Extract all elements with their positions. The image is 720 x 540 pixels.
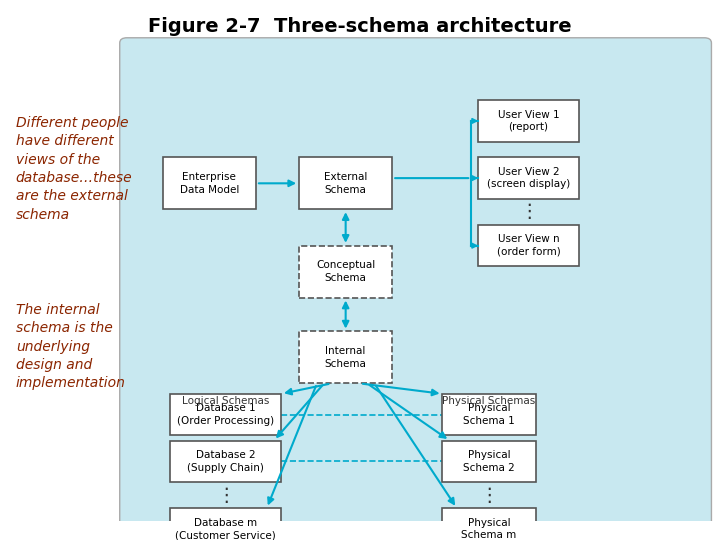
- Text: Database 2
(Supply Chain): Database 2 (Supply Chain): [187, 450, 264, 472]
- FancyBboxPatch shape: [478, 100, 579, 141]
- FancyBboxPatch shape: [299, 157, 392, 210]
- FancyBboxPatch shape: [170, 441, 281, 482]
- FancyBboxPatch shape: [170, 508, 281, 540]
- Text: Database 1
(Order Processing): Database 1 (Order Processing): [177, 403, 274, 426]
- Text: ⋮: ⋮: [480, 485, 499, 505]
- FancyBboxPatch shape: [443, 508, 536, 540]
- Text: The internal
schema is the
underlying
design and
implementation: The internal schema is the underlying de…: [16, 303, 125, 390]
- Text: User View 1
(report): User View 1 (report): [498, 110, 559, 132]
- FancyBboxPatch shape: [443, 394, 536, 435]
- FancyBboxPatch shape: [478, 225, 579, 266]
- Text: User View 2
(screen display): User View 2 (screen display): [487, 167, 570, 190]
- FancyBboxPatch shape: [170, 394, 281, 435]
- FancyBboxPatch shape: [478, 157, 579, 199]
- Text: Logical Schemas: Logical Schemas: [182, 396, 269, 407]
- Text: Physical
Schema 2: Physical Schema 2: [463, 450, 515, 472]
- Text: Physical Schemas: Physical Schemas: [443, 396, 536, 407]
- Text: Physical
Schema m: Physical Schema m: [462, 518, 517, 540]
- Text: User View n
(order form): User View n (order form): [497, 234, 560, 257]
- Text: Figure 2-7  Three-schema architecture: Figure 2-7 Three-schema architecture: [148, 17, 572, 36]
- Text: Internal
Schema: Internal Schema: [325, 346, 366, 369]
- Text: Database m
(Customer Service): Database m (Customer Service): [175, 518, 276, 540]
- FancyBboxPatch shape: [299, 246, 392, 298]
- Text: Conceptual
Schema: Conceptual Schema: [316, 260, 375, 283]
- FancyBboxPatch shape: [299, 332, 392, 383]
- Text: ⋮: ⋮: [216, 485, 235, 505]
- Text: External
Schema: External Schema: [324, 172, 367, 194]
- Text: Physical
Schema 1: Physical Schema 1: [463, 403, 515, 426]
- FancyBboxPatch shape: [163, 157, 256, 210]
- Text: Different people
have different
views of the
database…these
are the external
sch: Different people have different views of…: [16, 116, 132, 222]
- Text: ⋮: ⋮: [519, 202, 539, 221]
- FancyBboxPatch shape: [120, 38, 711, 540]
- FancyBboxPatch shape: [443, 441, 536, 482]
- Text: Enterprise
Data Model: Enterprise Data Model: [180, 172, 239, 194]
